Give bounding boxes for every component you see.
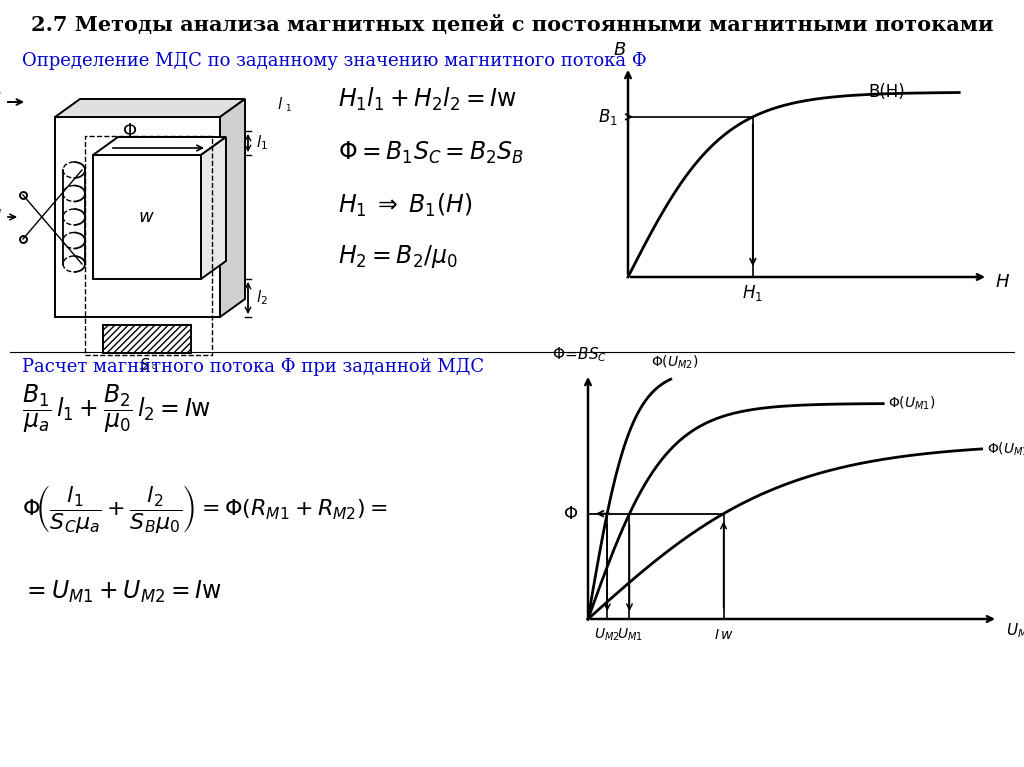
Polygon shape: [201, 137, 226, 279]
Text: $_c$: $_c$: [151, 362, 157, 372]
Text: Расчет магнитного потока Φ при заданной МДС: Расчет магнитного потока Φ при заданной …: [22, 358, 484, 376]
Text: $H_1 \;\Rightarrow\; B_1(H)$: $H_1 \;\Rightarrow\; B_1(H)$: [338, 192, 472, 219]
Text: w: w: [138, 208, 154, 226]
Text: $\dfrac{B_1}{\mu_a}\,l_1 + \dfrac{B_2}{\mu_0}\,l_2 = I\mathrm{w}$: $\dfrac{B_1}{\mu_a}\,l_1 + \dfrac{B_2}{\…: [22, 383, 211, 436]
Text: $= U_{M1} + U_{M2} = I\mathrm{w}$: $= U_{M1} + U_{M2} = I\mathrm{w}$: [22, 579, 222, 605]
Text: $\Phi(U_{M1})$: $\Phi(U_{M1})$: [888, 395, 936, 413]
Text: $I\,w$: $I\,w$: [714, 628, 733, 642]
Text: H: H: [996, 273, 1010, 291]
Text: $\Phi\!\left(\dfrac{l_1}{S_C\mu_a} + \dfrac{l_2}{S_B\mu_0}\right) = \Phi(R_{M1} : $\Phi\!\left(\dfrac{l_1}{S_C\mu_a} + \df…: [22, 483, 388, 535]
Text: $l_2$: $l_2$: [256, 288, 268, 308]
Text: $\Phi\!=\!BS_C$: $\Phi\!=\!BS_C$: [552, 345, 607, 364]
Text: $_1$: $_1$: [285, 100, 292, 114]
Polygon shape: [220, 99, 245, 317]
Text: B: B: [613, 41, 627, 59]
Text: $H_1 l_1 + H_2 l_2 = I\mathrm{w}$: $H_1 l_1 + H_2 l_2 = I\mathrm{w}$: [338, 85, 517, 113]
Text: $\Phi$: $\Phi$: [123, 122, 137, 140]
Text: $\Phi = B_1 S_C = B_2 S_B$: $\Phi = B_1 S_C = B_2 S_B$: [338, 140, 524, 166]
Polygon shape: [55, 99, 245, 117]
Text: B(H): B(H): [868, 83, 905, 101]
Text: $H_1$: $H_1$: [742, 283, 763, 303]
Text: 2.7 Методы анализа магнитных цепей с постоянными магнитными потоками: 2.7 Методы анализа магнитных цепей с пос…: [31, 15, 993, 35]
Polygon shape: [103, 325, 191, 353]
Text: $U_{M2}$: $U_{M2}$: [594, 627, 621, 644]
Text: $l_1$: $l_1$: [256, 133, 268, 153]
Text: $\Phi(U_{M1}+U_{M2})$: $\Phi(U_{M1}+U_{M2})$: [986, 440, 1024, 458]
Text: $l$: $l$: [278, 96, 284, 112]
Polygon shape: [55, 117, 220, 317]
Polygon shape: [93, 137, 226, 155]
Text: $H_2 = B_2/\mu_0$: $H_2 = B_2/\mu_0$: [338, 243, 458, 271]
Text: Определение МДС по заданному значению магнитного потока Φ: Определение МДС по заданному значению ма…: [22, 52, 646, 70]
Text: $B_1$: $B_1$: [598, 107, 618, 127]
Polygon shape: [93, 155, 201, 279]
Text: $\Phi(U_{M2})$: $\Phi(U_{M2})$: [650, 354, 698, 371]
Text: $U_M\!=\!Hl$: $U_M\!=\!Hl$: [1006, 621, 1024, 640]
Text: S: S: [140, 357, 150, 373]
Text: $U_{M1}$: $U_{M1}$: [616, 627, 642, 644]
Text: $\Phi$: $\Phi$: [563, 505, 578, 522]
